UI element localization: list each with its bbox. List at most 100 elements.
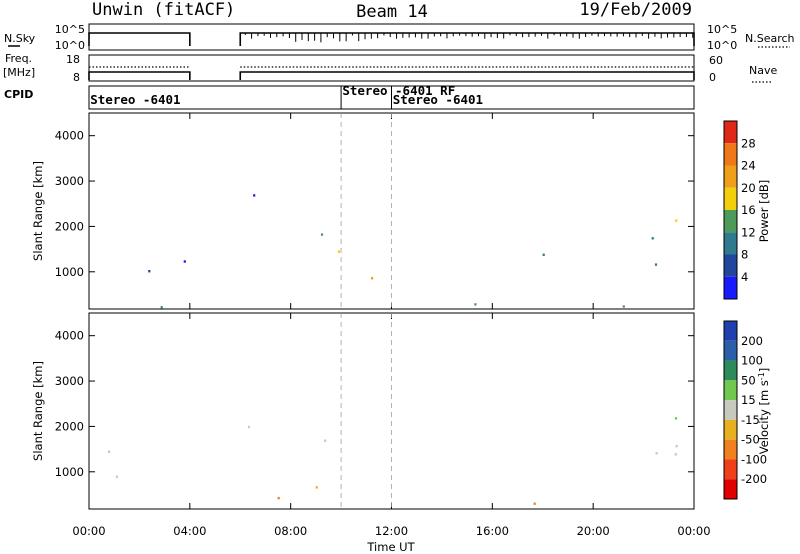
power-yticks: 1000 2000 3000 4000 (55, 129, 694, 279)
xtick-label: 08:00 (274, 524, 307, 538)
velocity-cell (108, 450, 111, 453)
velocity-colorbar: 200 100 50 15 -15 -50 -100 -200 (723, 320, 767, 500)
freq-unit-label: [MHz] (3, 66, 35, 79)
noise-trace (88, 32, 695, 46)
velocity-ylabel: Slant Range [km] (31, 361, 45, 461)
freq-nave-trace (88, 66, 695, 80)
freq-tick-bottom: 8 (73, 71, 80, 84)
colorbar-swatch (724, 232, 737, 255)
ytick-label: 1000 (55, 465, 84, 479)
ytick-label: 3000 (55, 374, 84, 388)
noise-panel: N.Sky 10^5 10^0 10^5 10^0 N.Search (4, 23, 795, 52)
colorbar-swatch (724, 360, 737, 381)
velocity-cell (675, 445, 678, 448)
noise-sky-line (239, 32, 695, 46)
colorbar-tick: 50 (741, 373, 756, 387)
power-cell (371, 277, 374, 280)
velocity-cell (315, 486, 318, 489)
noise-left-tick-bottom: 10^0 (55, 39, 85, 52)
cpid-entry-1: Stereo -6401 RF (342, 83, 455, 98)
noise-sky-line (88, 32, 191, 46)
noise-search-label: N.Search (745, 32, 795, 45)
velocity-cell (674, 417, 678, 420)
nave-label: Nave (749, 64, 777, 77)
colorbar-swatch (724, 380, 737, 401)
power-panel: Slant Range [km] 1000 2000 3000 4000 4 8 12 16… (31, 112, 771, 310)
power-cell (148, 270, 151, 273)
colorbar-tick: 16 (741, 203, 756, 217)
colorbar-tick: 4 (741, 270, 748, 284)
cpid-entry-0: Stereo -6401 (90, 92, 180, 107)
colorbar-swatch (724, 187, 737, 210)
colorbar-tick: 15 (741, 393, 756, 407)
freq-tick-top: 18 (66, 53, 80, 66)
ytick-label: 2000 (55, 219, 84, 233)
colorbar-swatch (724, 459, 737, 480)
velocity-cell (655, 452, 658, 455)
freq-label: Freq. (5, 52, 32, 65)
noise-right-tick-top: 10^5 (707, 23, 737, 36)
xtick-label: 04:00 (173, 524, 206, 538)
power-cell (160, 306, 163, 309)
colorbar-swatch (724, 439, 737, 460)
power-cell (183, 260, 186, 263)
colorbar-frame (723, 120, 738, 300)
colorbar-tick: -50 (741, 433, 760, 447)
colorbar-swatch (724, 276, 737, 299)
velocity-cell (674, 453, 677, 456)
colorbar-tick: 200 (741, 334, 763, 348)
date-title: 19/Feb/2009 (579, 0, 692, 20)
power-cell (337, 250, 340, 253)
beam-title: Beam 14 (356, 2, 428, 22)
colorbar-frame (723, 320, 738, 500)
nave-tick-bottom: 0 (709, 71, 716, 84)
xtick-label: 16:00 (476, 524, 509, 538)
cpid-label: CPID (4, 88, 33, 101)
colorbar-tick: 100 (741, 354, 763, 368)
velocity-cbar-label: Velocity [m s-1] (757, 368, 771, 455)
power-cell (675, 219, 678, 222)
colorbar-swatch (724, 419, 737, 440)
colorbar-tick: 12 (741, 225, 756, 239)
colorbar-swatch (724, 143, 737, 166)
freq-panel: Freq. [MHz] 18 8 60 0 Nave (3, 52, 777, 84)
colorbar-swatch (724, 340, 737, 361)
ytick-label: 3000 (55, 174, 84, 188)
colorbar-swatch (724, 400, 737, 420)
velocity-cell (115, 475, 118, 478)
velocity-cells (108, 417, 678, 505)
colorbar-tick: -200 (741, 472, 767, 486)
xtick-label: 00:00 (677, 524, 710, 538)
power-cell (253, 194, 256, 197)
nave-tick-top: 60 (709, 54, 723, 67)
power-cbar-label: Power [dB] (757, 180, 771, 243)
freq-line (88, 71, 191, 80)
colorbar-swatch (724, 254, 737, 277)
velocity-yticks: 1000 2000 3000 4000 (55, 329, 694, 479)
colorbar-tick: 24 (741, 159, 756, 173)
power-cell (474, 303, 477, 306)
xtick-label: 00:00 (72, 524, 105, 538)
velocity-cell (277, 496, 280, 500)
time-xlabel: Time UT (366, 540, 415, 554)
velocity-cell (247, 425, 251, 429)
colorbar-swatch (724, 210, 737, 233)
colorbar-swatch (724, 165, 737, 188)
colorbar-swatch (724, 121, 737, 144)
colorbar-tick: 8 (741, 248, 748, 262)
cpid-entry-2: Stereo -6401 (393, 92, 483, 107)
velocity-cell (324, 439, 327, 442)
colorbar-swatch (724, 321, 737, 341)
colorbar-swatch (724, 479, 737, 499)
station-title: Unwin (fitACF) (92, 0, 235, 20)
ytick-label: 2000 (55, 419, 84, 433)
colorbar-tick: 28 (741, 136, 756, 150)
ytick-label: 4000 (55, 329, 84, 343)
noise-left-tick-top: 10^5 (55, 23, 85, 36)
power-cell (622, 305, 625, 308)
power-cell (542, 253, 545, 256)
xtick-label: 12:00 (375, 524, 408, 538)
